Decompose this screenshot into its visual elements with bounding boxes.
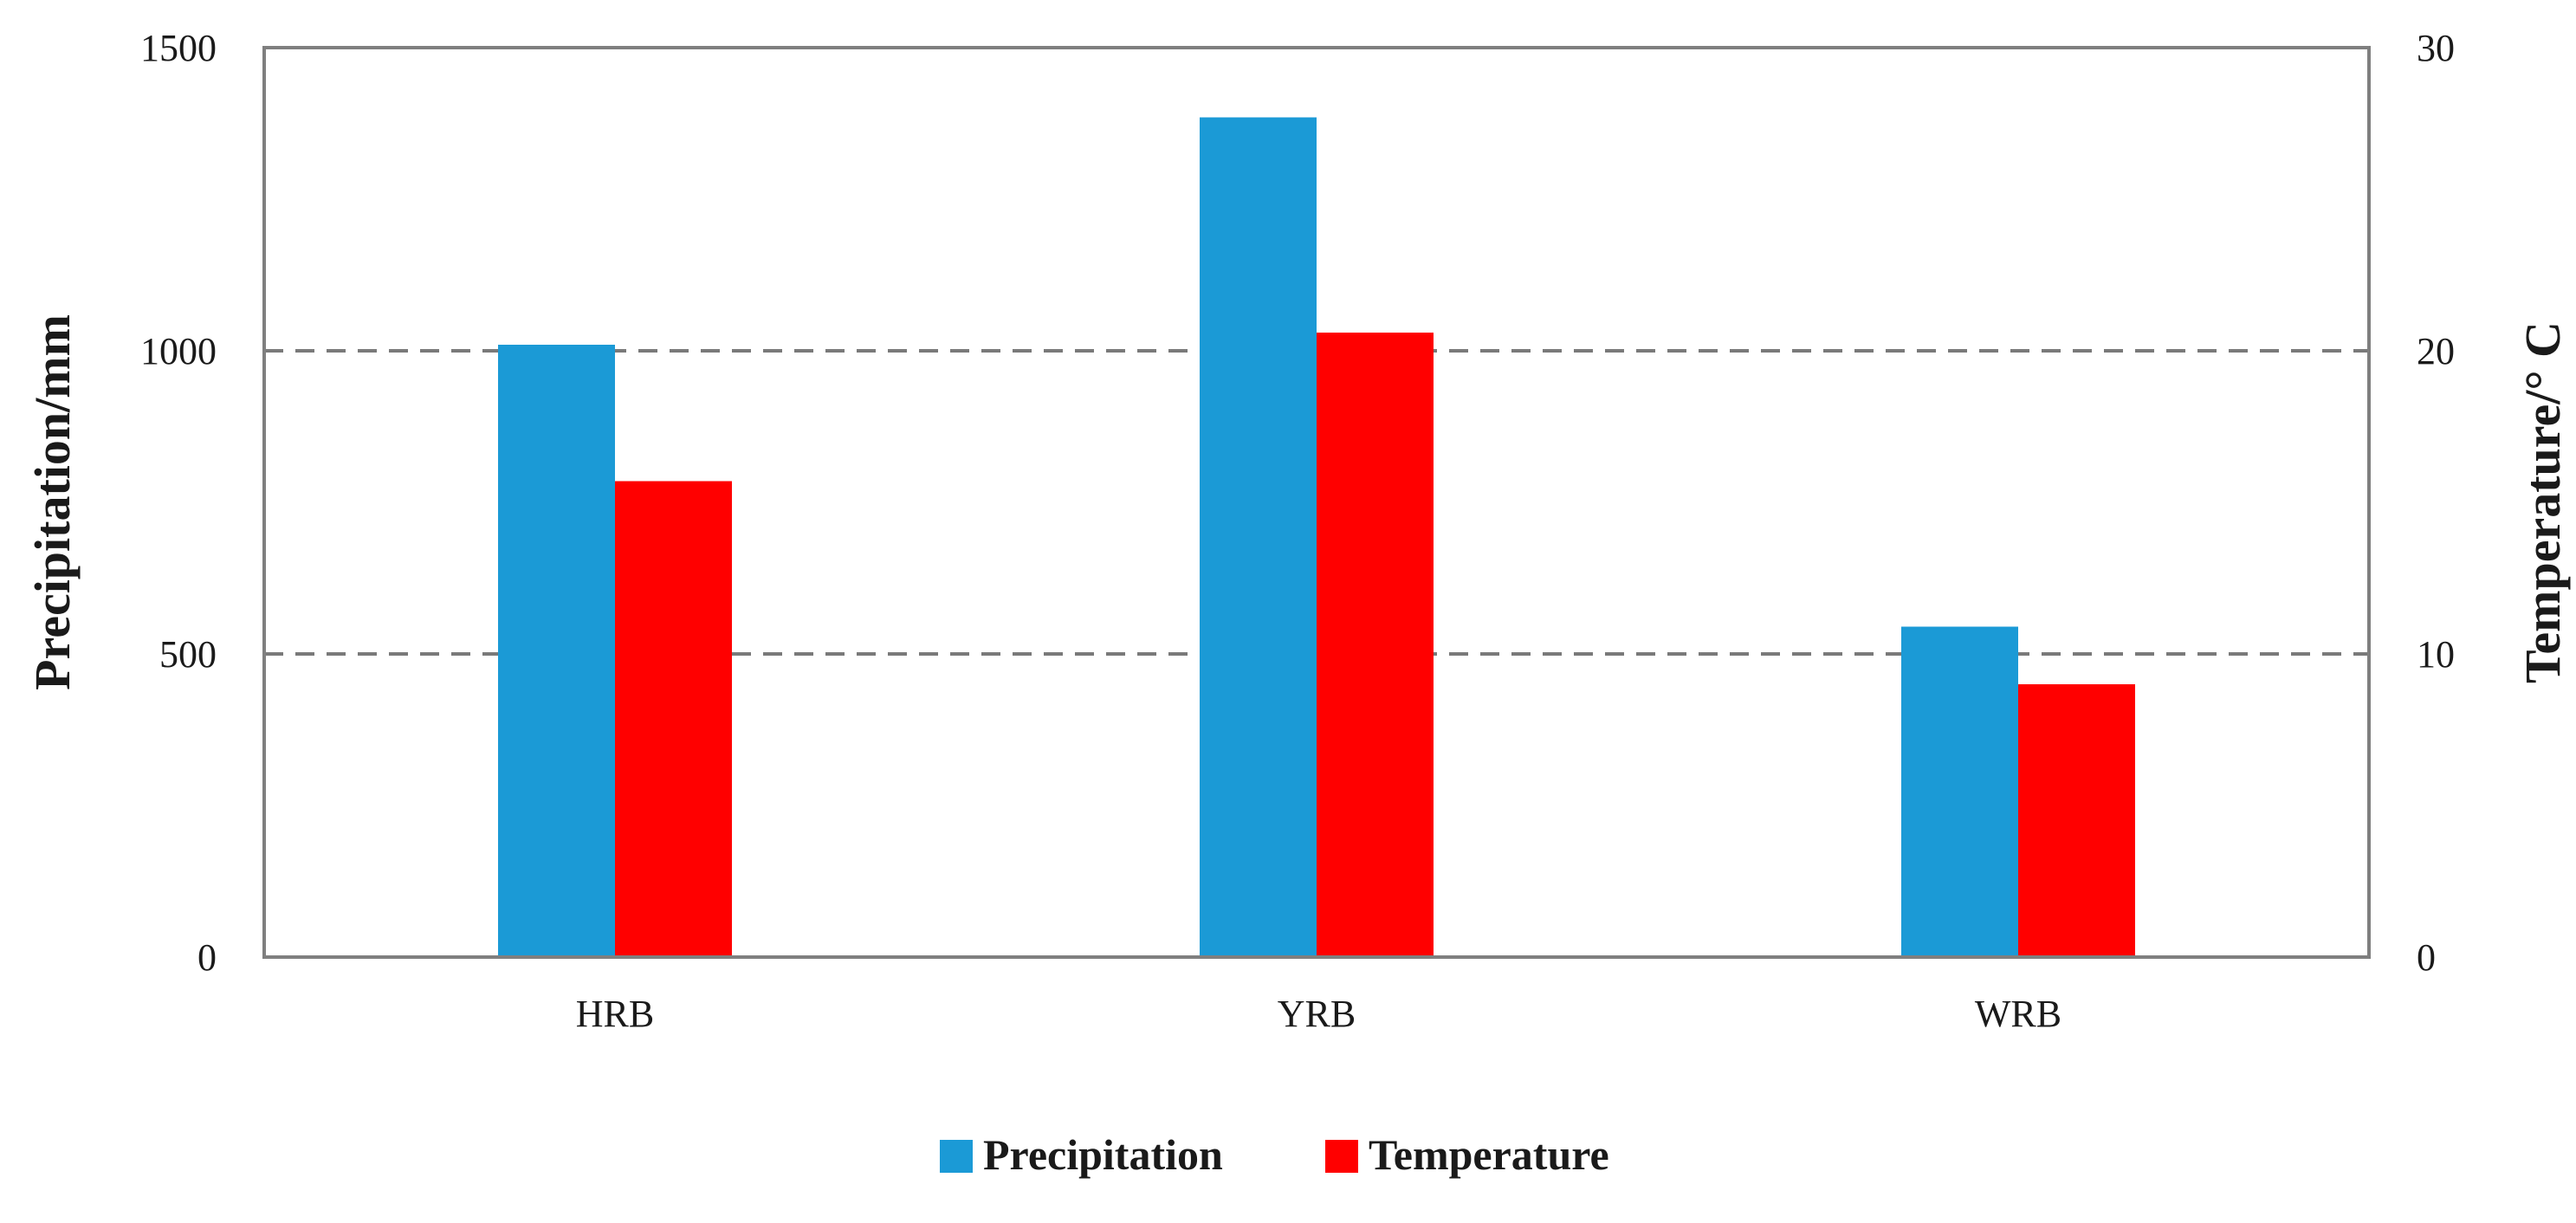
y2-tick-label-10: 10	[2417, 633, 2455, 676]
bar-precipitation-yrb	[1200, 117, 1317, 957]
x-tick-label-yrb: YRB	[1278, 993, 1356, 1035]
y-axis-title-left: Precipitation/mm	[24, 314, 81, 690]
y-tick-label-0: 0	[197, 936, 217, 979]
legend-label-precipitation: Precipitation	[983, 1130, 1223, 1179]
bar-precipitation-wrb	[1901, 626, 2018, 957]
bar-temperature-wrb	[2018, 684, 2135, 957]
y2-tick-label-20: 20	[2417, 330, 2455, 372]
legend-swatch-precipitation	[940, 1140, 973, 1173]
bar-temperature-hrb	[615, 481, 732, 957]
axes	[262, 46, 2371, 959]
x-tick-label-hrb: HRB	[576, 993, 654, 1035]
y-tick-label-1500: 1500	[140, 27, 217, 69]
bars	[498, 117, 2135, 957]
legend: Precipitation Temperature	[940, 1130, 1609, 1179]
x-tick-label-wrb: WRB	[1975, 993, 2061, 1035]
tick-labels: HRB YRB WRB 0 500 1000 1500 0 10 20 30	[140, 27, 2455, 1035]
y-tick-label-1000: 1000	[140, 330, 217, 372]
y2-tick-label-30: 30	[2417, 27, 2455, 69]
legend-label-temperature: Temperature	[1369, 1130, 1609, 1179]
y2-tick-label-0: 0	[2417, 936, 2436, 979]
bar-precipitation-hrb	[498, 345, 615, 957]
plot-frame	[262, 46, 2371, 959]
bar-temperature-yrb	[1317, 333, 1434, 957]
legend-swatch-temperature	[1325, 1140, 1358, 1173]
y-axis-title-right: Temperature/° C	[2515, 321, 2571, 683]
y-tick-label-500: 500	[159, 633, 217, 676]
